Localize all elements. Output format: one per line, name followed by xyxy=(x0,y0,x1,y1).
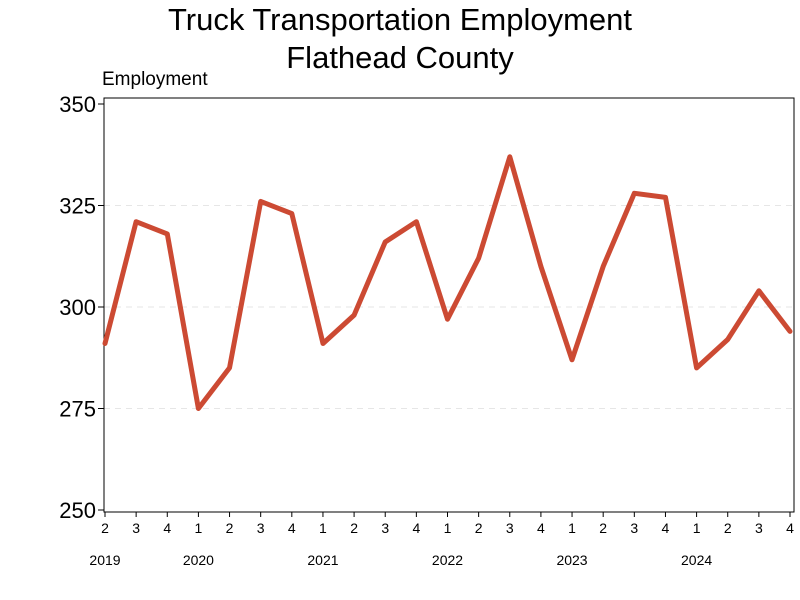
data-point xyxy=(414,220,418,224)
data-point xyxy=(508,155,512,159)
x-tick-label: 3 xyxy=(381,520,389,536)
x-tick-label: 3 xyxy=(755,520,763,536)
x-tick-label: 2 xyxy=(226,520,234,536)
x-tick-label: 4 xyxy=(288,520,296,536)
year-label: 2023 xyxy=(556,552,587,568)
gridlines xyxy=(104,205,794,409)
x-tick-label: 4 xyxy=(662,520,670,536)
x-tick-label: 4 xyxy=(163,520,171,536)
x-tick-label: 3 xyxy=(257,520,265,536)
y-axis-ticks: 250 275 300 325 350 xyxy=(59,92,104,523)
x-tick-label: 2 xyxy=(475,520,483,536)
x-tick-label: 1 xyxy=(195,520,203,536)
y-tick-label: 250 xyxy=(59,498,96,523)
y-tick-label: 350 xyxy=(59,92,96,117)
year-label: 2022 xyxy=(432,552,463,568)
y-tick-label: 325 xyxy=(59,194,96,219)
chart-title-line1: Truck Transportation Employment xyxy=(168,2,632,37)
x-tick-label: 1 xyxy=(693,520,701,536)
chart-title-line2: Flathead County xyxy=(286,40,514,75)
y-axis-label: Employment xyxy=(102,69,208,90)
x-tick-label: 2 xyxy=(350,520,358,536)
x-tick-label: 2 xyxy=(599,520,607,536)
data-point xyxy=(632,191,636,195)
data-point xyxy=(228,366,232,370)
x-tick-label: 2 xyxy=(101,520,109,536)
y-tick-label: 300 xyxy=(59,295,96,320)
data-point xyxy=(539,264,543,268)
data-point xyxy=(352,313,356,317)
year-labels: 2019 2020 2021 2022 2023 2024 xyxy=(89,552,712,568)
x-tick-label: 4 xyxy=(537,520,545,536)
data-point xyxy=(290,212,294,216)
x-tick-label: 3 xyxy=(506,520,514,536)
y-tick-label: 275 xyxy=(59,397,96,422)
x-tick-label: 2 xyxy=(724,520,732,536)
data-point xyxy=(601,264,605,268)
data-point xyxy=(726,337,730,341)
data-point xyxy=(788,329,792,333)
x-tick-label: 1 xyxy=(319,520,327,536)
x-tick-label: 3 xyxy=(630,520,638,536)
year-label: 2019 xyxy=(89,552,120,568)
data-point xyxy=(446,317,449,321)
x-axis-ticks: 2 3 4 1 2 3 4 1 2 3 4 1 2 3 4 1 2 3 4 1 2 3 4 xyxy=(101,512,794,536)
data-point xyxy=(259,199,263,203)
x-tick-label: 1 xyxy=(568,520,576,536)
x-tick-label: 4 xyxy=(786,520,794,536)
data-point xyxy=(757,289,761,293)
data-point xyxy=(383,240,387,244)
year-label: 2020 xyxy=(183,552,214,568)
x-tick-label: 4 xyxy=(412,520,420,536)
plot-frame xyxy=(103,97,795,513)
data-point xyxy=(477,256,481,260)
data-point xyxy=(134,220,138,224)
year-label: 2021 xyxy=(307,552,338,568)
data-point xyxy=(321,342,325,346)
series-line xyxy=(102,154,793,411)
data-point xyxy=(695,366,699,370)
series-group xyxy=(102,154,793,411)
data-point xyxy=(570,358,574,362)
x-tick-label: 3 xyxy=(132,520,140,536)
year-label: 2024 xyxy=(681,552,712,568)
data-point xyxy=(663,195,667,199)
x-tick-label: 1 xyxy=(444,520,452,536)
data-point xyxy=(196,407,200,410)
data-point xyxy=(103,342,107,346)
data-point xyxy=(165,232,169,236)
